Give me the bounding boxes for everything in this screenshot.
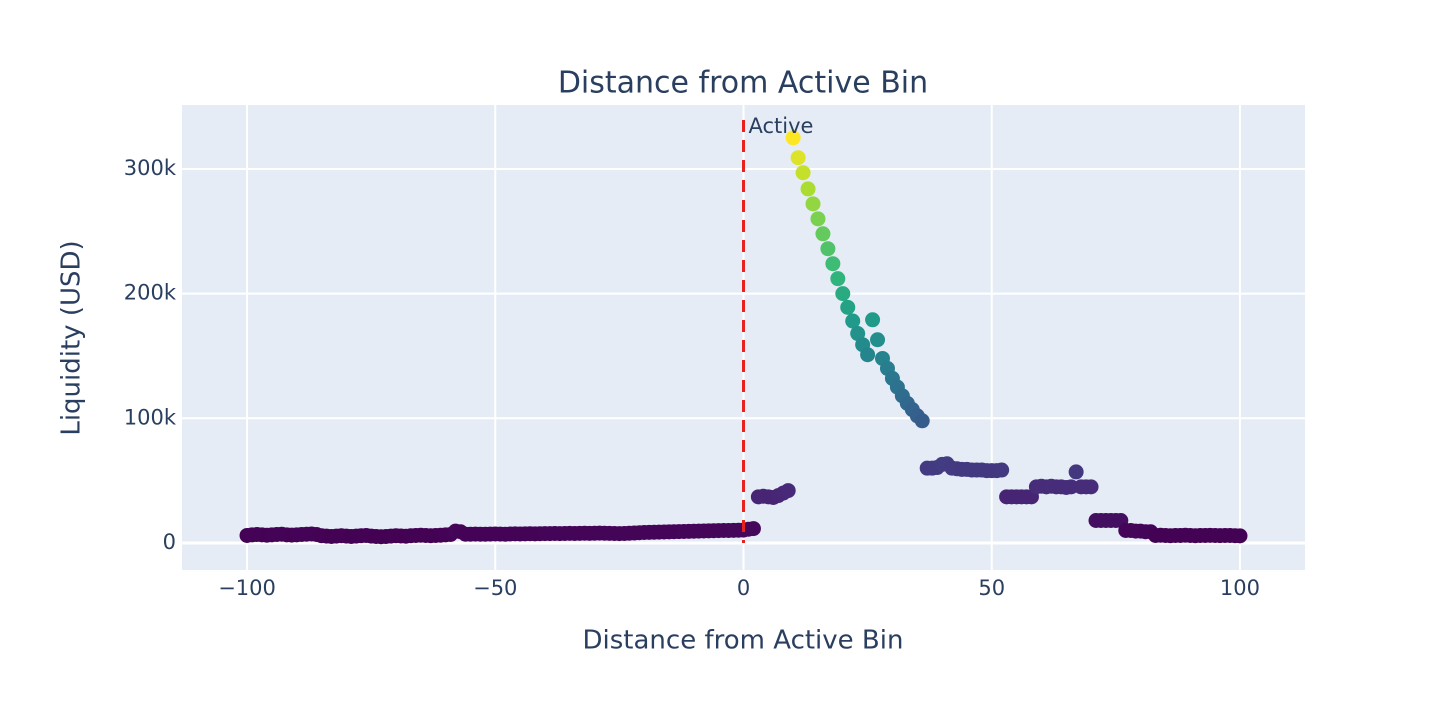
x-axis-title: Distance from Active Bin	[583, 626, 904, 656]
point	[795, 165, 811, 181]
point	[860, 347, 876, 363]
point	[994, 462, 1010, 478]
point	[790, 150, 806, 166]
point	[815, 226, 831, 242]
point	[914, 413, 930, 429]
point	[820, 241, 836, 257]
point	[780, 483, 796, 499]
x-tick-label: 100	[1220, 576, 1260, 600]
annotation: Active	[749, 114, 814, 138]
point	[1083, 479, 1099, 495]
point	[1232, 528, 1248, 544]
point	[835, 286, 851, 302]
x-tick-label: −50	[473, 576, 517, 600]
x-tick-label: 0	[737, 576, 750, 600]
y-tick-label: 100k	[124, 405, 177, 429]
y-tick-label: 300k	[124, 156, 177, 180]
point	[825, 256, 841, 272]
point	[870, 332, 886, 348]
x-tick-label: 50	[978, 576, 1005, 600]
point	[850, 326, 866, 342]
point	[840, 299, 856, 315]
point	[865, 312, 881, 328]
point	[1068, 464, 1084, 480]
y-axis-title: Liquidity (USD)	[57, 240, 87, 435]
y-tick-label: 0	[163, 530, 176, 554]
point	[805, 196, 821, 212]
chart-title: Distance from Active Bin	[558, 66, 928, 101]
point	[800, 181, 816, 197]
y-tick-label: 200k	[124, 281, 177, 305]
point	[810, 211, 826, 227]
point	[785, 130, 801, 146]
x-tick-label: −100	[218, 576, 276, 600]
point	[845, 313, 861, 329]
point	[745, 521, 761, 537]
point	[830, 271, 846, 287]
